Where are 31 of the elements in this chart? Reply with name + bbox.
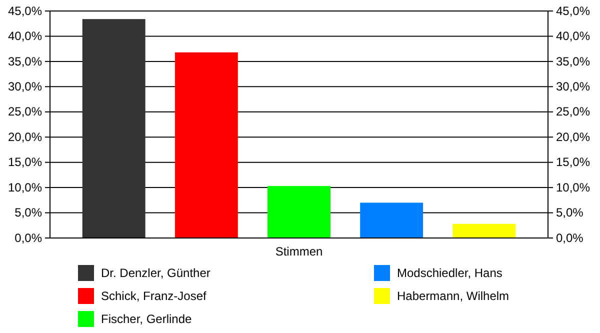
text: 40,0% [556,29,590,44]
bar [268,186,330,238]
y-tick-label: 25,0% [8,104,42,119]
text: 20,0% [556,130,590,144]
legend-label: Modschiedler, Hans [397,266,502,280]
y-tick-label: 45,0% [8,4,42,18]
legend-label: Habermann, Wilhelm [397,289,510,303]
legend-label: Schick, Franz-Josef [101,289,208,303]
legend-label: Fischer, Gerlinde [101,312,192,326]
text: 5,0% [556,206,584,220]
text: 35,0% [556,54,590,68]
y-tick-label: 30,0% [8,80,42,94]
y-tick-label: 35,0% [8,54,42,68]
bar [174,52,238,238]
y-tick-label: 20,0% [8,130,42,144]
bar [452,224,516,238]
text: 30,0% [556,80,590,94]
y-tick-label: 15,0% [8,155,42,170]
bar [82,19,146,238]
text: 25,0% [556,104,590,119]
text: 45,0% [556,4,590,18]
y-tick-label: 0,0% [14,230,42,245]
text: 0,0% [556,230,584,245]
bar [360,202,424,238]
text: 15,0% [556,155,590,170]
y-tick-label: 5,0% [14,206,42,220]
y-tick-label: 10,0% [8,180,42,194]
y-tick-label: 40,0% [8,29,42,44]
x-tick-label: Stimmen [275,244,323,258]
text: 10,0% [556,180,590,194]
legend-label: Dr. Denzler, Günther [101,266,210,280]
